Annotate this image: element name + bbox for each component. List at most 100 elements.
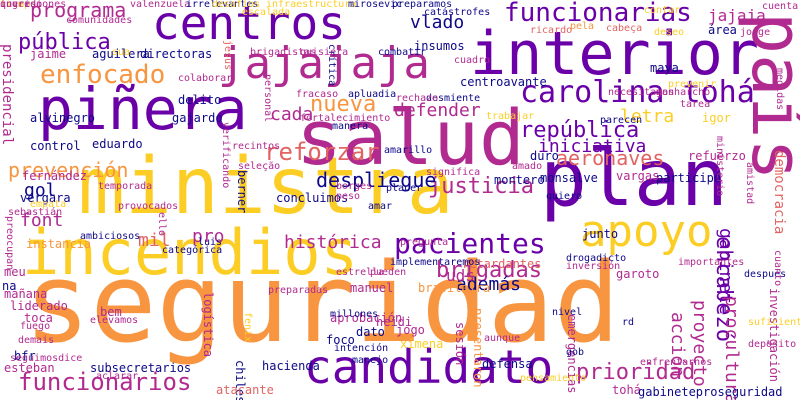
word-cloud-word: fuego — [20, 321, 51, 332]
word-cloud-word: brigadas — [436, 258, 542, 283]
word-cloud-word: comunidades — [66, 15, 133, 26]
word-cloud-word: deseo — [654, 27, 685, 38]
word-cloud-word: meu — [4, 265, 26, 279]
word-cloud-word: medidas — [774, 68, 785, 111]
word-cloud-word: eduardo — [92, 137, 143, 151]
word-cloud-word: deposito — [748, 339, 797, 350]
word-cloud-word: dato — [356, 325, 385, 339]
word-cloud-word: peso — [336, 191, 361, 202]
word-cloud-word: funcionarias — [504, 0, 692, 28]
word-cloud-word: jajaja — [708, 6, 766, 25]
word-cloud-word: jogo — [396, 323, 425, 337]
word-cloud-word: na — [2, 279, 17, 293]
word-cloud-word: aprobación — [330, 311, 403, 325]
word-cloud-word: demais — [18, 335, 55, 346]
word-cloud-word: retardantes — [462, 257, 542, 271]
word-cloud-word: pela — [570, 21, 595, 32]
word-cloud-word: área — [708, 23, 737, 37]
word-cloud-word: democracia — [771, 150, 787, 235]
word-cloud-word: cabeça — [606, 23, 643, 34]
word-cloud-word: duro — [530, 149, 559, 163]
word-cloud-word: control — [30, 139, 81, 153]
word-cloud-word: pública — [18, 30, 111, 55]
word-cloud-word: enfocado — [40, 60, 166, 90]
word-cloud-word: fracaso — [296, 89, 339, 100]
word-cloud-word: ministerio — [714, 136, 725, 197]
word-cloud-word: nueva — [310, 92, 377, 117]
word-cloud-word: suficiente — [748, 317, 800, 328]
word-cloud-word: contar — [644, 5, 681, 16]
word-cloud-word: drogadicto — [566, 253, 627, 264]
word-cloud-word: fenix — [242, 312, 253, 343]
word-cloud-word: berner — [235, 170, 249, 214]
word-cloud-word: manuel — [350, 281, 394, 295]
word-cloud-word: vlado — [410, 12, 465, 33]
word-cloud-word: sebastián — [8, 207, 63, 218]
word-cloud-word: intención — [334, 343, 389, 354]
word-cloud-word: iniciativa — [538, 136, 647, 157]
word-cloud-word: inversiones — [0, 0, 67, 10]
word-cloud-word: liderado — [10, 299, 68, 313]
word-cloud-word: defender — [394, 100, 481, 121]
word-cloud-word: presentaron — [471, 308, 485, 388]
word-cloud-word: elevamos — [90, 315, 139, 326]
word-cloud-word: letra — [620, 106, 675, 127]
word-cloud-word: ingreso — [0, 0, 43, 10]
word-cloud-word: seguridad — [24, 239, 621, 367]
word-cloud-word: parecen — [600, 115, 643, 126]
word-cloud-word: vergara — [20, 191, 71, 205]
word-cloud-word: subsecretarios — [90, 361, 192, 375]
word-cloud-word: quiero — [546, 191, 583, 202]
word-cloud-word: además — [456, 274, 522, 295]
word-cloud-word: funcionarios — [18, 368, 192, 396]
word-cloud-word: amado — [512, 161, 543, 172]
word-cloud-word: significa — [426, 167, 481, 178]
word-cloud-word: sua — [112, 47, 131, 58]
word-cloud-word: aguilera — [92, 47, 150, 61]
word-cloud-word: programa — [30, 0, 127, 22]
word-cloud-word: recintos — [232, 141, 281, 152]
word-cloud-word: jesus — [222, 40, 233, 71]
word-cloud-word: gabineteproseguridad — [638, 385, 783, 399]
word-cloud-word: gol — [24, 180, 57, 201]
word-cloud-word: manera — [332, 121, 369, 132]
word-cloud-word: heidi — [376, 315, 413, 329]
word-cloud-word: tohá — [612, 383, 641, 397]
word-cloud-word: reforzar — [264, 138, 380, 166]
word-cloud-word: toca — [24, 311, 53, 325]
word-cloud-word: ximena — [400, 337, 444, 351]
word-cloud-word: piñera — [38, 75, 248, 143]
word-cloud-word: trabajar — [486, 111, 535, 122]
word-cloud-word: inversión — [566, 261, 621, 272]
word-cloud-word: candidato — [304, 340, 554, 394]
word-cloud-word: temporada — [98, 181, 153, 192]
word-cloud-word: preparamos — [392, 0, 453, 10]
word-cloud-word: empata — [30, 199, 67, 210]
word-cloud-word: infraestructura — [266, 0, 357, 10]
word-cloud-word: categórica — [162, 245, 223, 256]
word-cloud-word: aclarar — [96, 371, 139, 382]
word-cloud-word: uds — [446, 266, 475, 285]
word-cloud-word: interior — [470, 19, 759, 89]
word-cloud-word: gob — [566, 347, 585, 358]
word-cloud-word: defensa — [482, 357, 533, 371]
word-cloud-word: bem — [100, 305, 122, 319]
word-cloud-word: cuadro — [454, 55, 491, 66]
word-cloud-word: concluimos — [276, 191, 349, 205]
word-cloud-word: placer — [386, 183, 423, 194]
word-cloud-word: jajajaja — [218, 38, 430, 89]
word-cloud-word: sesión — [453, 322, 467, 366]
word-cloud-word: seguimosdice — [10, 353, 83, 364]
word-cloud-word: refuerzo — [688, 149, 746, 163]
word-cloud-word: quisiera — [300, 47, 349, 58]
word-cloud-word: despliegue — [316, 168, 437, 192]
word-cloud-word: preocupan — [4, 216, 15, 271]
word-cloud-word: pregunta — [400, 237, 449, 248]
word-cloud-word: prioridad — [576, 360, 696, 385]
word-cloud-word: querido — [0, 0, 43, 10]
word-cloud-word: combatir — [378, 47, 427, 58]
word-cloud-word: personal — [262, 74, 273, 123]
word-cloud-word: pueden — [370, 267, 407, 278]
word-cloud-word: ello — [156, 212, 167, 237]
word-cloud-word: seleção — [238, 161, 281, 172]
